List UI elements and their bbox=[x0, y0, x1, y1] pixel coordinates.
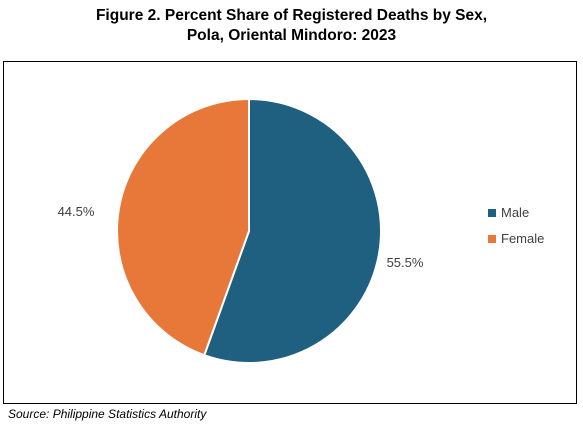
chart-title-line-1: Figure 2. Percent Share of Registered De… bbox=[95, 7, 488, 24]
chart-area: 55.5% 44.5% Male Female bbox=[3, 61, 577, 404]
source-note: Source: Philippine Statistics Authority bbox=[8, 407, 207, 421]
legend-swatch-female bbox=[488, 235, 496, 243]
pie-slice-male bbox=[203, 97, 382, 364]
chart-title-line-2: Pola, Oriental Mindoro: 2023 bbox=[186, 27, 397, 44]
legend-swatch-male bbox=[488, 209, 496, 217]
data-label-male: 55.5% bbox=[387, 255, 424, 270]
chart-title: Figure 2. Percent Share of Registered De… bbox=[0, 6, 583, 46]
legend-label-male: Male bbox=[501, 205, 529, 220]
pie-slice-female bbox=[116, 97, 250, 357]
data-label-female: 44.5% bbox=[58, 204, 95, 219]
legend-label-female: Female bbox=[501, 231, 544, 246]
pie-chart: 55.5% 44.5% Male Female bbox=[58, 97, 544, 364]
